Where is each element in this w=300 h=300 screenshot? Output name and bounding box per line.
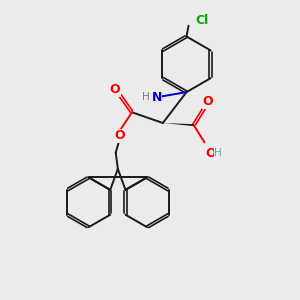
Text: O: O	[114, 129, 125, 142]
Text: O: O	[205, 147, 216, 161]
Text: O: O	[110, 83, 120, 96]
Polygon shape	[163, 123, 194, 126]
Text: Cl: Cl	[196, 14, 209, 27]
Text: H: H	[214, 148, 222, 158]
Text: N: N	[152, 91, 162, 104]
Text: H: H	[142, 92, 150, 102]
Text: O: O	[202, 95, 213, 108]
